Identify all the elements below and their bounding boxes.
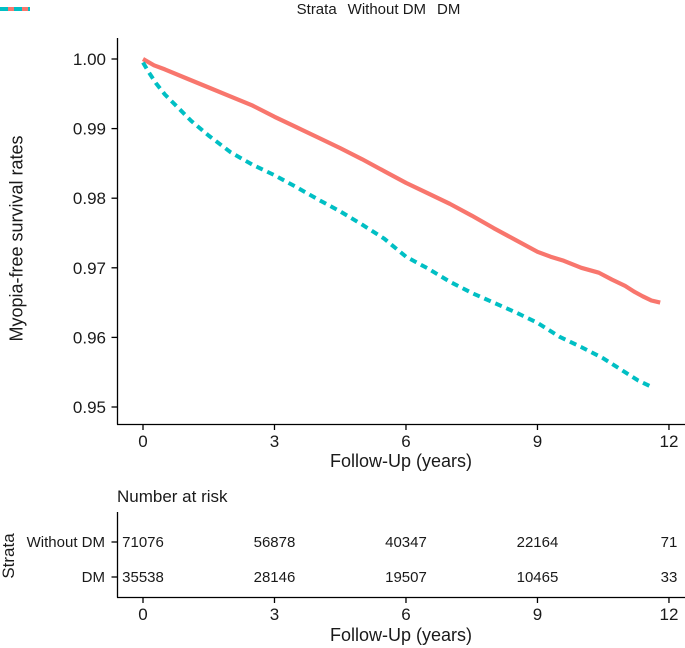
risk-count: 22164 xyxy=(517,534,559,551)
y-tick-label: 1.00 xyxy=(73,50,106,69)
x-tick-label: 0 xyxy=(138,432,147,451)
risk-row-label: Without DM xyxy=(27,534,105,551)
risk-axis-title: Strata xyxy=(0,533,18,579)
y-tick-label: 0.96 xyxy=(73,328,106,347)
y-tick-label: 0.98 xyxy=(73,189,106,208)
risk-count: 40347 xyxy=(385,534,427,551)
risk-table-title: Number at risk xyxy=(117,487,228,506)
risk-x-tick-label: 12 xyxy=(659,605,678,624)
legend-item-label: Without DM xyxy=(347,0,427,18)
survival-curve-dm xyxy=(141,61,653,389)
y-tick-label: 0.97 xyxy=(73,259,106,278)
legend-title: Strata xyxy=(296,0,337,18)
risk-x-tick-label: 3 xyxy=(270,605,279,624)
x-axis-title: Follow-Up (years) xyxy=(330,451,472,471)
y-tick-label: 0.99 xyxy=(73,120,106,139)
risk-count: 33 xyxy=(661,569,678,586)
risk-count: 19507 xyxy=(385,569,427,586)
risk-count: 56878 xyxy=(254,534,296,551)
risk-x-tick-label: 0 xyxy=(138,605,147,624)
risk-count: 10465 xyxy=(517,569,559,586)
risk-count: 28146 xyxy=(254,569,296,586)
y-tick-label: 0.95 xyxy=(73,398,106,417)
dashed-line-icon xyxy=(0,7,30,11)
risk-x-axis-title: Follow-Up (years) xyxy=(330,625,472,645)
number-at-risk-table: Strata Without DM 71076 56878 40347 22164 71 DM… xyxy=(0,512,685,645)
survival-curve-without-dm xyxy=(141,57,661,305)
legend: Strata Without DM DM xyxy=(0,0,685,18)
legend-item-dm: DM xyxy=(0,0,461,18)
risk-count: 35538 xyxy=(122,569,164,586)
legend-item-label: DM xyxy=(437,0,461,18)
risk-x-tick-label: 9 xyxy=(533,605,542,624)
x-tick-label: 3 xyxy=(270,432,279,451)
risk-count: 71 xyxy=(661,534,678,551)
x-tick-label: 12 xyxy=(659,432,678,451)
survival-curve-plot: 1.00 0.99 0.98 0.97 0.96 0.95 0 3 6 9 12 Follow-Up … xyxy=(73,38,685,471)
risk-x-tick-label: 6 xyxy=(401,605,410,624)
x-tick-label: 9 xyxy=(533,432,542,451)
risk-row-label: DM xyxy=(82,569,105,586)
risk-count: 71076 xyxy=(122,534,164,551)
x-tick-label: 6 xyxy=(401,432,410,451)
